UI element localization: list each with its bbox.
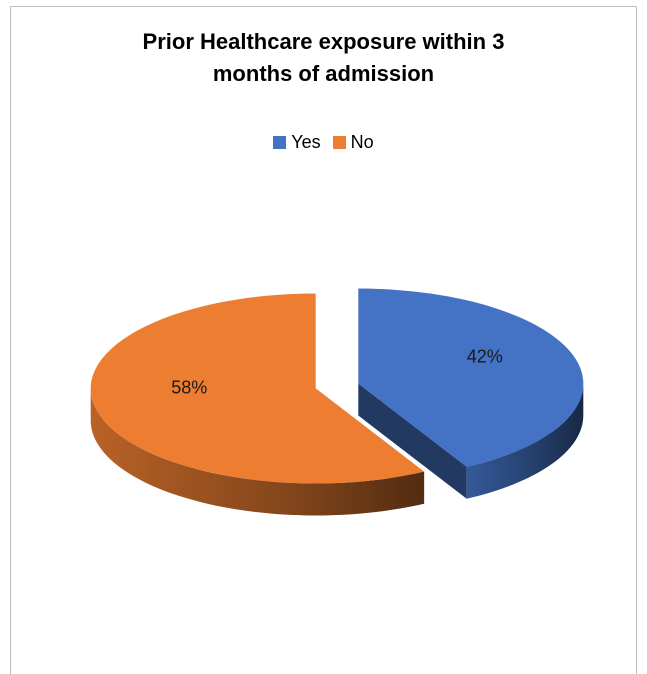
chart-title: Prior Healthcare exposure within 3 month… bbox=[0, 26, 647, 90]
legend-item-no: No bbox=[332, 132, 374, 153]
legend-swatch-no bbox=[332, 136, 346, 149]
legend-item-yes: Yes bbox=[273, 132, 321, 153]
legend-label-no: No bbox=[350, 132, 374, 152]
data-label-no: 58% bbox=[171, 377, 207, 397]
pie-slice-wall-yes-0 bbox=[466, 383, 584, 499]
pie-slice-no bbox=[90, 293, 425, 484]
data-label-yes: 42% bbox=[467, 347, 503, 367]
pie-slice-cut-face-yes-1 bbox=[358, 383, 467, 499]
chart-title-line-2: months of admission bbox=[212, 61, 435, 86]
pie-slice-yes bbox=[358, 288, 584, 467]
legend-swatch-yes bbox=[273, 136, 287, 149]
legend-label-yes: Yes bbox=[291, 132, 321, 152]
chart-frame bbox=[10, 6, 637, 674]
chart-legend: Yes No bbox=[0, 132, 647, 153]
chart-title-line-1: Prior Healthcare exposure within 3 bbox=[142, 29, 505, 54]
pie-slice-wall-no-0 bbox=[90, 388, 425, 516]
